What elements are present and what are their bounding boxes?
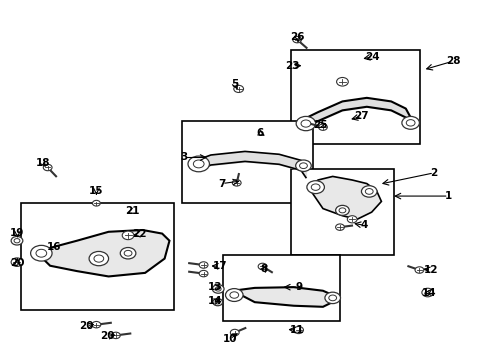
- Bar: [21, 203, 174, 310]
- Circle shape: [122, 231, 134, 240]
- Text: 24: 24: [366, 52, 380, 62]
- Circle shape: [94, 255, 104, 262]
- Text: 16: 16: [47, 242, 61, 252]
- Circle shape: [406, 120, 415, 126]
- Circle shape: [124, 250, 132, 256]
- Circle shape: [43, 164, 52, 171]
- Text: 4: 4: [361, 220, 368, 230]
- Text: 8: 8: [261, 264, 268, 274]
- Circle shape: [336, 224, 344, 230]
- Text: 19: 19: [10, 228, 24, 238]
- Circle shape: [11, 258, 23, 266]
- Circle shape: [336, 205, 349, 215]
- Text: 6: 6: [256, 128, 263, 138]
- Circle shape: [30, 246, 52, 261]
- Text: 13: 13: [208, 282, 222, 292]
- Text: 1: 1: [445, 191, 452, 201]
- Text: 20: 20: [100, 332, 115, 342]
- Circle shape: [339, 208, 346, 213]
- Text: 22: 22: [132, 229, 147, 239]
- Circle shape: [232, 180, 241, 186]
- Circle shape: [301, 120, 311, 127]
- Circle shape: [422, 288, 434, 297]
- Circle shape: [92, 321, 101, 328]
- Circle shape: [329, 295, 337, 301]
- Bar: [182, 121, 313, 203]
- Text: 20: 20: [10, 258, 24, 268]
- Circle shape: [337, 77, 348, 86]
- Circle shape: [230, 329, 239, 336]
- Text: 11: 11: [290, 325, 304, 335]
- Text: 23: 23: [286, 61, 300, 71]
- Circle shape: [188, 156, 209, 172]
- Text: 3: 3: [180, 153, 188, 162]
- Text: 27: 27: [355, 111, 369, 121]
- Text: 25: 25: [313, 120, 328, 130]
- Text: 28: 28: [446, 56, 461, 66]
- Circle shape: [199, 270, 208, 277]
- Circle shape: [258, 263, 267, 270]
- Text: 9: 9: [295, 282, 302, 292]
- Text: 18: 18: [36, 158, 50, 168]
- Polygon shape: [35, 230, 170, 276]
- Circle shape: [230, 292, 239, 298]
- Circle shape: [11, 237, 23, 245]
- Circle shape: [215, 287, 221, 291]
- Bar: [291, 169, 393, 255]
- Text: 2: 2: [430, 168, 438, 178]
- Circle shape: [366, 189, 373, 194]
- Text: 12: 12: [424, 265, 439, 275]
- Circle shape: [299, 163, 307, 168]
- Circle shape: [225, 289, 243, 301]
- Circle shape: [294, 327, 303, 334]
- Bar: [223, 255, 340, 321]
- Text: 14: 14: [207, 296, 222, 306]
- Circle shape: [318, 124, 327, 130]
- Text: 10: 10: [222, 334, 237, 344]
- Circle shape: [293, 36, 301, 43]
- Text: 21: 21: [125, 206, 139, 216]
- Circle shape: [194, 160, 204, 168]
- Circle shape: [213, 298, 222, 306]
- Polygon shape: [308, 176, 381, 219]
- Text: 26: 26: [291, 32, 305, 42]
- Circle shape: [311, 184, 320, 190]
- Circle shape: [199, 262, 208, 268]
- Circle shape: [415, 267, 424, 273]
- Circle shape: [93, 201, 100, 206]
- Circle shape: [14, 239, 20, 243]
- Circle shape: [36, 249, 47, 257]
- Circle shape: [402, 116, 419, 129]
- Circle shape: [325, 292, 341, 303]
- Text: 14: 14: [422, 288, 437, 297]
- Text: 5: 5: [232, 79, 239, 89]
- Bar: [291, 50, 420, 144]
- Circle shape: [112, 332, 120, 339]
- Text: 7: 7: [219, 179, 226, 189]
- Polygon shape: [233, 287, 335, 307]
- Text: 17: 17: [212, 261, 227, 271]
- Circle shape: [120, 248, 136, 259]
- Circle shape: [347, 216, 357, 223]
- Circle shape: [296, 116, 316, 131]
- Circle shape: [89, 251, 109, 266]
- Circle shape: [234, 85, 244, 93]
- Text: 20: 20: [79, 321, 94, 331]
- Circle shape: [362, 186, 377, 197]
- Circle shape: [212, 285, 224, 293]
- Circle shape: [295, 160, 311, 171]
- Text: 15: 15: [89, 186, 104, 197]
- Circle shape: [307, 181, 324, 194]
- Circle shape: [215, 300, 220, 304]
